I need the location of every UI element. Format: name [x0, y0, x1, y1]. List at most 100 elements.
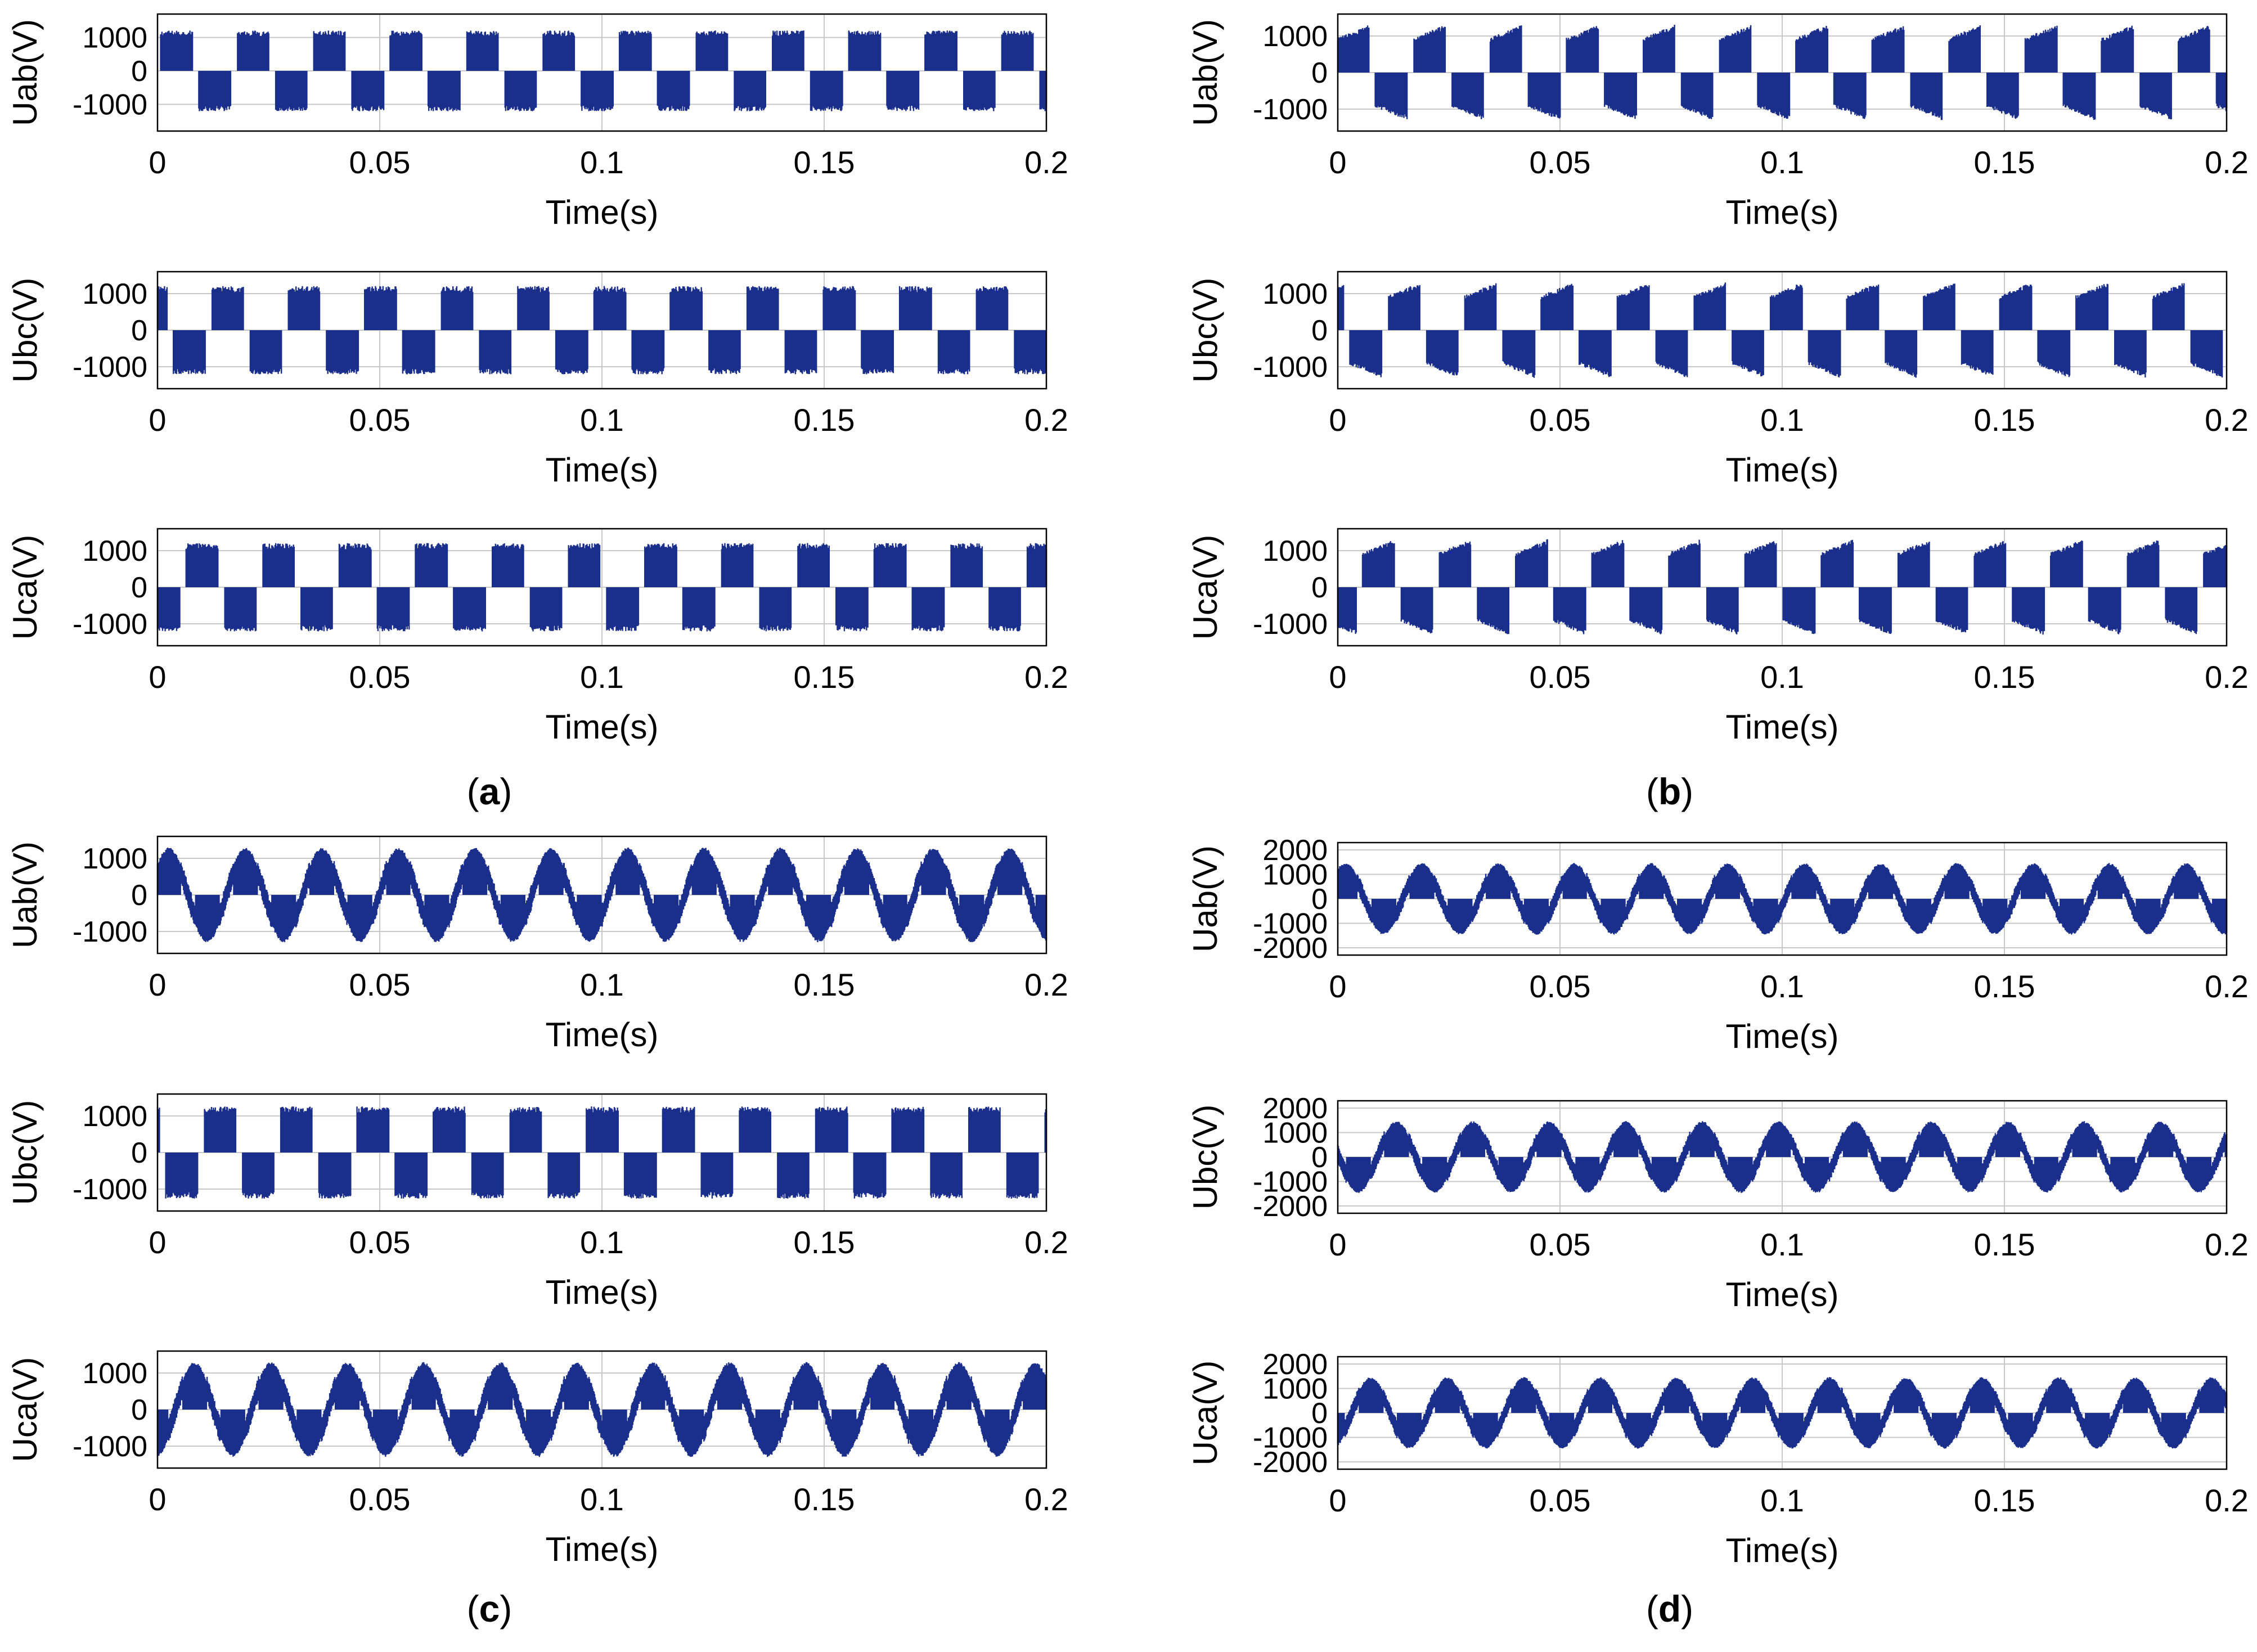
- x-tick-label: 0.05: [349, 967, 411, 1002]
- x-tick-label: 0.1: [580, 145, 624, 180]
- x-tick-label: 0.05: [349, 145, 411, 180]
- x-tick-label: 0: [149, 659, 166, 695]
- x-axis-label: Time(s): [1725, 708, 1838, 746]
- y-tick-label: 1000: [1262, 859, 1328, 892]
- x-tick-label: 0.2: [1024, 402, 1068, 438]
- x-tick-label: 0.05: [1530, 145, 1591, 180]
- y-tick-label: 1000: [82, 1100, 147, 1133]
- x-axis-label: Time(s): [545, 1273, 658, 1311]
- x-tick-label: 0.2: [2205, 969, 2249, 1004]
- x-tick-label: 0: [1329, 402, 1346, 438]
- axes-frame: [156, 271, 1047, 390]
- panel-label-c: (c): [467, 1588, 512, 1630]
- x-tick-label: 0.1: [1760, 659, 1804, 695]
- y-tick-label: 2000: [1262, 834, 1328, 867]
- x-axis-label: Time(s): [1725, 1532, 1838, 1569]
- x-tick-label: 0: [149, 1225, 166, 1260]
- x-tick-label: 0.05: [349, 1482, 411, 1517]
- x-tick-label: 0.05: [1530, 969, 1591, 1004]
- y-tick-label: 0: [131, 314, 147, 347]
- y-axis-label: Ubc(V): [6, 278, 44, 383]
- x-tick-label: 0.2: [1024, 659, 1068, 695]
- axes-frame: [156, 1350, 1047, 1469]
- y-tick-label: 1000: [1262, 278, 1328, 310]
- y-tick-label: -1000: [73, 351, 147, 384]
- x-axis-label: Time(s): [1725, 1276, 1838, 1313]
- x-tick-label: 0: [149, 402, 166, 438]
- x-tick-label: 0.1: [580, 1482, 624, 1517]
- axes-frame: [156, 835, 1047, 955]
- x-tick-label: 0.2: [2205, 1483, 2249, 1518]
- y-tick-label: 1000: [82, 22, 147, 55]
- y-tick-label: 0: [1311, 1141, 1328, 1174]
- y-tick-label: -2000: [1253, 1446, 1328, 1479]
- x-tick-label: 0: [149, 1482, 166, 1517]
- panel-label-a: (a): [467, 771, 512, 812]
- x-tick-label: 0.15: [794, 402, 855, 438]
- x-axis-label: Time(s): [545, 708, 658, 746]
- y-axis-label: Uab(V): [1186, 19, 1224, 126]
- x-tick-label: 0.1: [580, 967, 624, 1002]
- y-tick-label: -1000: [1253, 1421, 1328, 1454]
- y-tick-label: 1000: [82, 535, 147, 568]
- y-tick-label: 0: [1311, 57, 1328, 89]
- x-axis-label: Time(s): [1725, 451, 1838, 489]
- x-axis-label: Time(s): [545, 193, 658, 231]
- y-tick-label: 0: [1311, 1397, 1328, 1430]
- axes-frame: [156, 13, 1047, 132]
- axes-frame: [1337, 841, 2228, 956]
- x-tick-label: 0.1: [1760, 1483, 1804, 1518]
- x-tick-label: 0.2: [1024, 145, 1068, 180]
- x-tick-label: 0.2: [2205, 1227, 2249, 1262]
- x-axis-label: Time(s): [545, 1531, 658, 1568]
- y-tick-label: 0: [1311, 314, 1328, 347]
- axes-frame: [156, 1093, 1047, 1212]
- y-axis-label: Ubc(V): [1186, 1105, 1224, 1210]
- x-tick-label: 0.05: [349, 402, 411, 438]
- axes-frame: [1337, 271, 2228, 390]
- x-tick-label: 0.2: [2205, 145, 2249, 180]
- x-tick-label: 0.15: [1974, 402, 2035, 438]
- y-tick-label: 1000: [1262, 535, 1328, 568]
- y-tick-label: 1000: [82, 278, 147, 310]
- x-tick-label: 0.2: [1024, 967, 1068, 1002]
- x-axis-label: Time(s): [1725, 193, 1838, 231]
- y-tick-label: -1000: [73, 1173, 147, 1206]
- x-tick-label: 0.15: [1974, 969, 2035, 1004]
- x-tick-label: 0.15: [1974, 1227, 2035, 1262]
- y-tick-label: -1000: [1253, 351, 1328, 384]
- y-tick-label: -1000: [73, 1430, 147, 1463]
- y-axis-label: Uab(V): [6, 19, 44, 126]
- y-tick-label: 0: [1311, 883, 1328, 916]
- x-tick-label: 0.15: [794, 1225, 855, 1260]
- x-tick-label: 0.2: [2205, 659, 2249, 695]
- series-uab: [160, 30, 1047, 111]
- y-axis-label: Uca(V): [1186, 1361, 1224, 1466]
- x-tick-label: 0: [1329, 659, 1346, 695]
- x-tick-label: 0: [1329, 969, 1346, 1004]
- panel-label-d: (d): [1646, 1588, 1693, 1630]
- x-tick-label: 0.1: [580, 659, 624, 695]
- x-tick-label: 0.15: [1974, 145, 2035, 180]
- x-tick-label: 0.2: [1024, 1482, 1068, 1517]
- axes-frame: [1337, 528, 2228, 647]
- axes-frame: [1337, 13, 2228, 132]
- y-axis-label: Ubc(V): [1186, 278, 1224, 383]
- y-tick-label: 1000: [82, 843, 147, 875]
- y-axis-label: Uca(V): [1186, 535, 1224, 640]
- x-tick-label: 0.15: [1974, 659, 2035, 695]
- y-axis-label: Uca(V): [6, 535, 44, 640]
- y-axis-label: Uca(V): [6, 1357, 44, 1462]
- x-tick-label: 0: [1329, 1227, 1346, 1262]
- axes-frame: [156, 528, 1047, 647]
